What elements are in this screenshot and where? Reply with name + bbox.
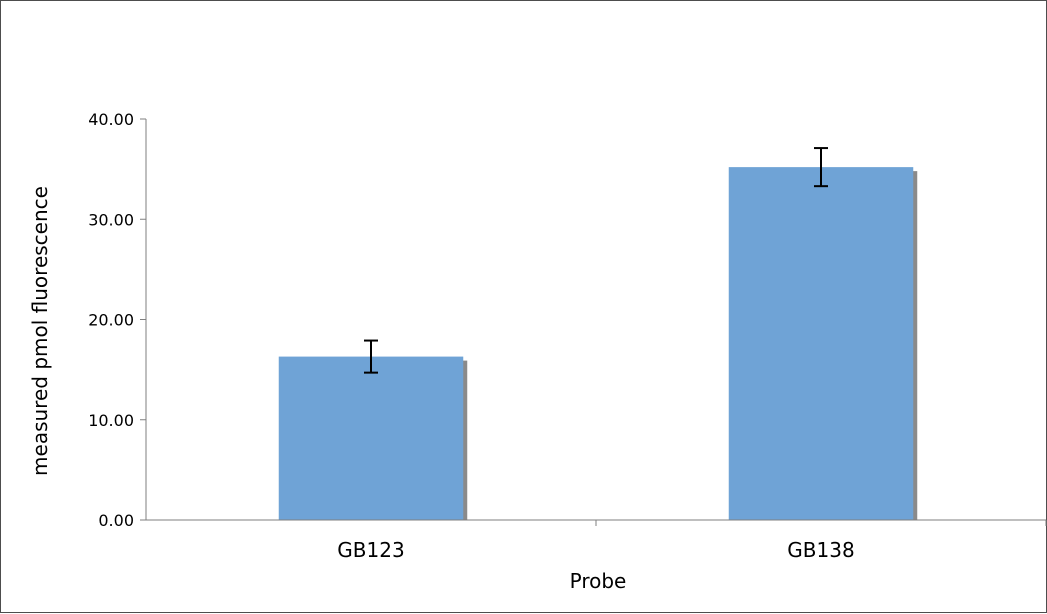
x-category-label: GB123 [337, 538, 404, 562]
y-tick-label: 30.00 [88, 210, 134, 229]
x-axis-title: Probe [570, 569, 627, 593]
bars-group [278, 167, 918, 520]
y-tick-label: 40.00 [88, 110, 134, 129]
y-ticks-group: 0.00 10.00 20.00 30.00 40.00 [88, 110, 146, 530]
bar [278, 356, 464, 520]
x-ticks-group: GB123 GB138 [337, 520, 1047, 562]
y-tick-label: 0.00 [98, 511, 134, 530]
y-axis-title: measured pmol fluorescence [28, 186, 52, 476]
y-tick-label: 10.00 [88, 411, 134, 430]
y-tick-label: 20.00 [88, 311, 134, 330]
error-bars-group [364, 147, 828, 374]
x-category-label: GB138 [787, 538, 854, 562]
bar [728, 167, 914, 520]
